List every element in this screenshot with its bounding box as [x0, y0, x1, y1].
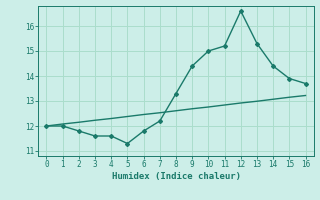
X-axis label: Humidex (Indice chaleur): Humidex (Indice chaleur) — [111, 172, 241, 181]
